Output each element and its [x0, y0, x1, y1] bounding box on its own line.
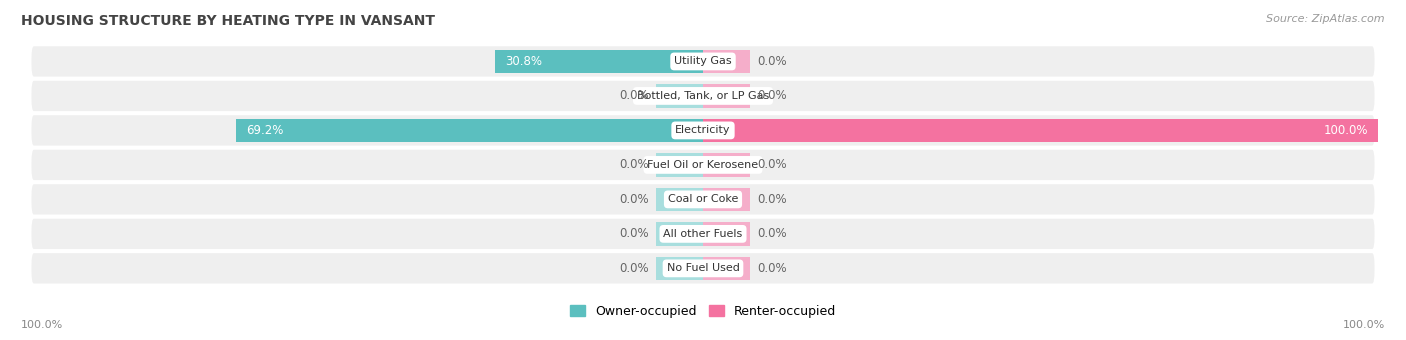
Text: 100.0%: 100.0%	[21, 320, 63, 330]
Text: 0.0%: 0.0%	[756, 158, 786, 171]
Text: 0.0%: 0.0%	[620, 262, 650, 275]
FancyBboxPatch shape	[31, 115, 1375, 146]
Text: 0.0%: 0.0%	[756, 89, 786, 102]
Bar	[655, 153, 703, 176]
Text: Utility Gas: Utility Gas	[675, 56, 731, 66]
Bar	[703, 257, 751, 280]
FancyBboxPatch shape	[31, 81, 1375, 111]
Text: 0.0%: 0.0%	[756, 262, 786, 275]
Text: 0.0%: 0.0%	[620, 158, 650, 171]
Bar	[655, 50, 703, 73]
Bar	[703, 119, 1378, 142]
Text: 0.0%: 0.0%	[620, 227, 650, 240]
Text: Coal or Coke: Coal or Coke	[668, 194, 738, 204]
Bar	[703, 119, 751, 142]
FancyBboxPatch shape	[31, 150, 1375, 180]
Bar	[703, 84, 751, 108]
FancyBboxPatch shape	[31, 253, 1375, 284]
Bar	[495, 50, 703, 73]
Bar	[703, 50, 751, 73]
Text: 100.0%: 100.0%	[1343, 320, 1385, 330]
Bar	[236, 119, 703, 142]
Bar	[703, 222, 751, 245]
Text: HOUSING STRUCTURE BY HEATING TYPE IN VANSANT: HOUSING STRUCTURE BY HEATING TYPE IN VAN…	[21, 14, 434, 28]
Bar	[655, 84, 703, 108]
FancyBboxPatch shape	[31, 219, 1375, 249]
Bar	[655, 257, 703, 280]
Bar	[655, 188, 703, 211]
Legend: Owner-occupied, Renter-occupied: Owner-occupied, Renter-occupied	[565, 300, 841, 323]
Text: All other Fuels: All other Fuels	[664, 229, 742, 239]
Text: Electricity: Electricity	[675, 125, 731, 135]
Text: 0.0%: 0.0%	[620, 193, 650, 206]
Text: Fuel Oil or Kerosene: Fuel Oil or Kerosene	[647, 160, 759, 170]
Text: 0.0%: 0.0%	[620, 89, 650, 102]
FancyBboxPatch shape	[31, 184, 1375, 215]
Text: 0.0%: 0.0%	[756, 193, 786, 206]
Text: 0.0%: 0.0%	[756, 227, 786, 240]
Text: 69.2%: 69.2%	[246, 124, 284, 137]
Bar	[703, 153, 751, 176]
FancyBboxPatch shape	[31, 46, 1375, 76]
Bar	[655, 119, 703, 142]
Text: Bottled, Tank, or LP Gas: Bottled, Tank, or LP Gas	[637, 91, 769, 101]
Text: 100.0%: 100.0%	[1323, 124, 1368, 137]
Text: 0.0%: 0.0%	[756, 55, 786, 68]
Text: Source: ZipAtlas.com: Source: ZipAtlas.com	[1267, 14, 1385, 23]
Text: No Fuel Used: No Fuel Used	[666, 264, 740, 273]
Bar	[655, 222, 703, 245]
Bar	[703, 188, 751, 211]
Text: 30.8%: 30.8%	[505, 55, 543, 68]
